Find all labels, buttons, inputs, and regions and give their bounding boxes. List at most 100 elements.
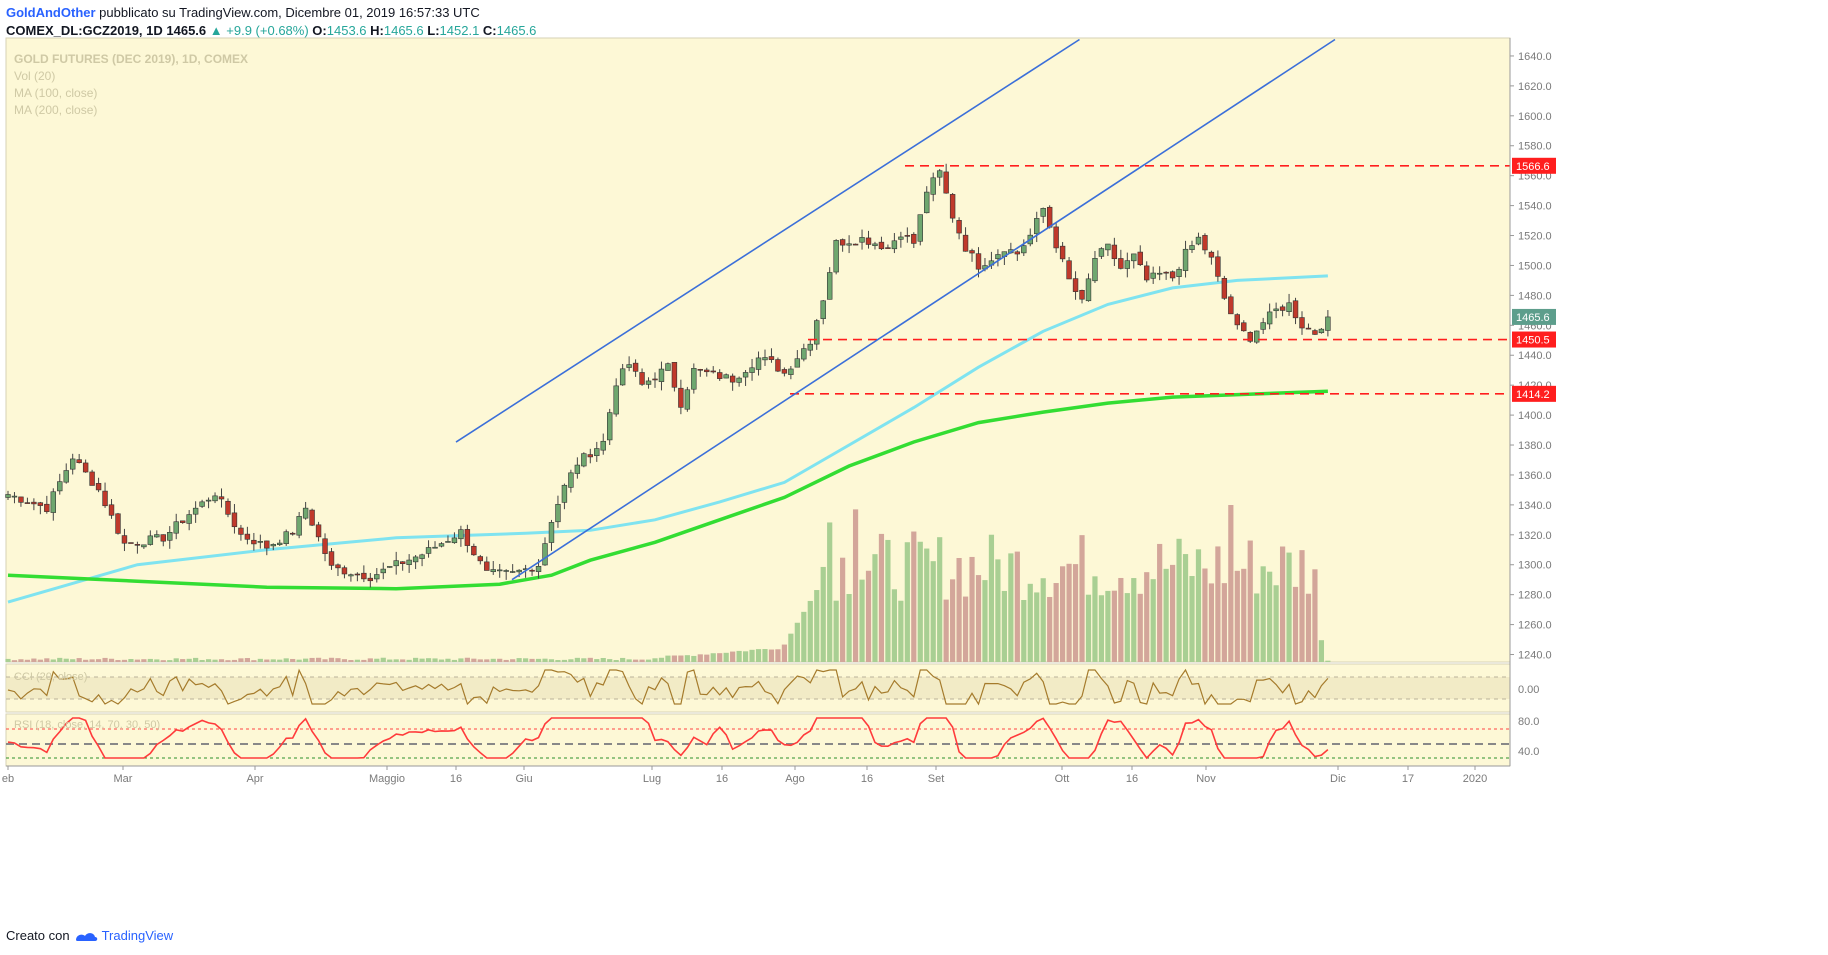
- volume-bar: [264, 659, 270, 662]
- volume-bar: [975, 575, 982, 662]
- candle-body: [762, 357, 768, 361]
- symbol-label: COMEX_DL:GCZ2019, 1D: [6, 23, 163, 38]
- time-tick-label: Apr: [246, 773, 263, 785]
- candle-body: [1066, 260, 1072, 280]
- candle-body: [936, 170, 943, 178]
- candle-body: [561, 484, 568, 503]
- candle-body: [225, 500, 231, 515]
- volume-bar: [406, 659, 412, 662]
- candle-body: [742, 372, 749, 378]
- ma200-line: [7, 389, 1328, 591]
- author-link[interactable]: GoldAndOther: [6, 5, 96, 20]
- volume-bar: [1047, 596, 1053, 662]
- candle-body: [555, 504, 561, 523]
- candle-body: [348, 574, 354, 577]
- candle-body: [626, 364, 632, 368]
- candle-body: [1046, 206, 1053, 228]
- time-tick-label: Mar: [114, 773, 133, 785]
- price-tick-label: 1340.0: [1518, 500, 1552, 512]
- volume-bar: [1279, 546, 1286, 662]
- volume-bar: [613, 660, 619, 662]
- volume-bar: [1040, 578, 1046, 662]
- price-tick-label: 1360.0: [1518, 470, 1552, 482]
- published-text: pubblicato su TradingView.com, Dicembre …: [99, 5, 480, 20]
- candle-body: [891, 240, 898, 250]
- volume-bar: [212, 659, 218, 662]
- candle-body: [471, 545, 477, 556]
- volume-bar: [988, 534, 995, 662]
- price-tick-label: 1260.0: [1518, 620, 1552, 632]
- oscillator-tick-label: 40.0: [1518, 746, 1539, 758]
- candle-body: [665, 363, 671, 371]
- volume-bar: [535, 658, 542, 662]
- time-tick-label: Giu: [515, 773, 532, 785]
- volume-bar: [374, 658, 380, 662]
- candle-body: [1254, 330, 1260, 343]
- price-tick-label: 1280.0: [1518, 590, 1552, 602]
- volume-bar: [730, 651, 736, 662]
- candle-body: [257, 541, 264, 543]
- volume-bar: [141, 659, 147, 662]
- volume-bar: [865, 570, 872, 662]
- candle-body: [438, 543, 445, 547]
- candle-body: [1034, 218, 1040, 235]
- volume-bar: [1092, 576, 1098, 662]
- candle-body: [1144, 265, 1150, 281]
- volume-bar: [1286, 552, 1292, 662]
- candle-body: [1273, 308, 1279, 312]
- price-tick-label: 1520.0: [1518, 231, 1552, 243]
- tradingview-link[interactable]: TradingView: [101, 928, 174, 943]
- volume-bar: [128, 658, 134, 662]
- candle-body: [1195, 236, 1202, 245]
- open-value: 1453.6: [326, 23, 367, 38]
- candle-body: [768, 356, 775, 360]
- candle-body: [24, 502, 31, 504]
- candle-body: [619, 368, 626, 386]
- volume-bar: [833, 600, 839, 662]
- open-label: O:: [312, 23, 327, 38]
- volume-bar: [1189, 576, 1195, 662]
- chart-legend: GOLD FUTURES (DEC 2019), 1D, COMEX Vol (…: [14, 52, 248, 117]
- candle-body: [1189, 245, 1195, 250]
- candle-body: [1059, 245, 1066, 260]
- time-tick-label: 2020: [1463, 773, 1487, 785]
- volume-bar: [872, 554, 878, 662]
- volume-bar: [484, 659, 490, 662]
- volume-bar: [1124, 593, 1130, 662]
- volume-bar: [400, 659, 406, 662]
- volume-bar: [548, 659, 555, 662]
- candle-body: [1137, 251, 1143, 266]
- candle-body: [872, 243, 878, 246]
- volume-bar: [1234, 570, 1240, 662]
- volume-bar: [1228, 505, 1234, 662]
- candle-body: [1156, 272, 1163, 275]
- volume-bar: [438, 659, 445, 662]
- time-tick-label: Set: [928, 773, 945, 785]
- volume-bar: [717, 653, 723, 662]
- volume-bar: [581, 658, 587, 662]
- volume-bar: [684, 655, 690, 662]
- volume-bar: [322, 659, 328, 662]
- candle-body: [600, 440, 606, 451]
- time-tick-label: Maggio: [369, 773, 405, 785]
- volume-bar: [820, 566, 826, 662]
- volume-bar: [1195, 549, 1202, 662]
- candle-body: [141, 544, 147, 548]
- volume-bar: [1131, 578, 1137, 662]
- candle-body: [878, 241, 885, 250]
- volume-bar: [859, 579, 865, 662]
- volume-bar: [801, 611, 807, 662]
- candle-body: [154, 534, 160, 538]
- price-tick-label: 1480.0: [1518, 290, 1552, 302]
- volume-bar: [5, 658, 11, 662]
- candle-body: [691, 368, 697, 390]
- candle-body: [924, 191, 930, 214]
- candle-body: [607, 412, 613, 441]
- volume-bar: [561, 659, 568, 662]
- price-tick-label: 1540.0: [1518, 201, 1552, 213]
- volume-bar: [930, 561, 936, 662]
- candle-body: [1079, 290, 1085, 300]
- candle-body: [904, 235, 911, 237]
- candle-body: [205, 499, 212, 502]
